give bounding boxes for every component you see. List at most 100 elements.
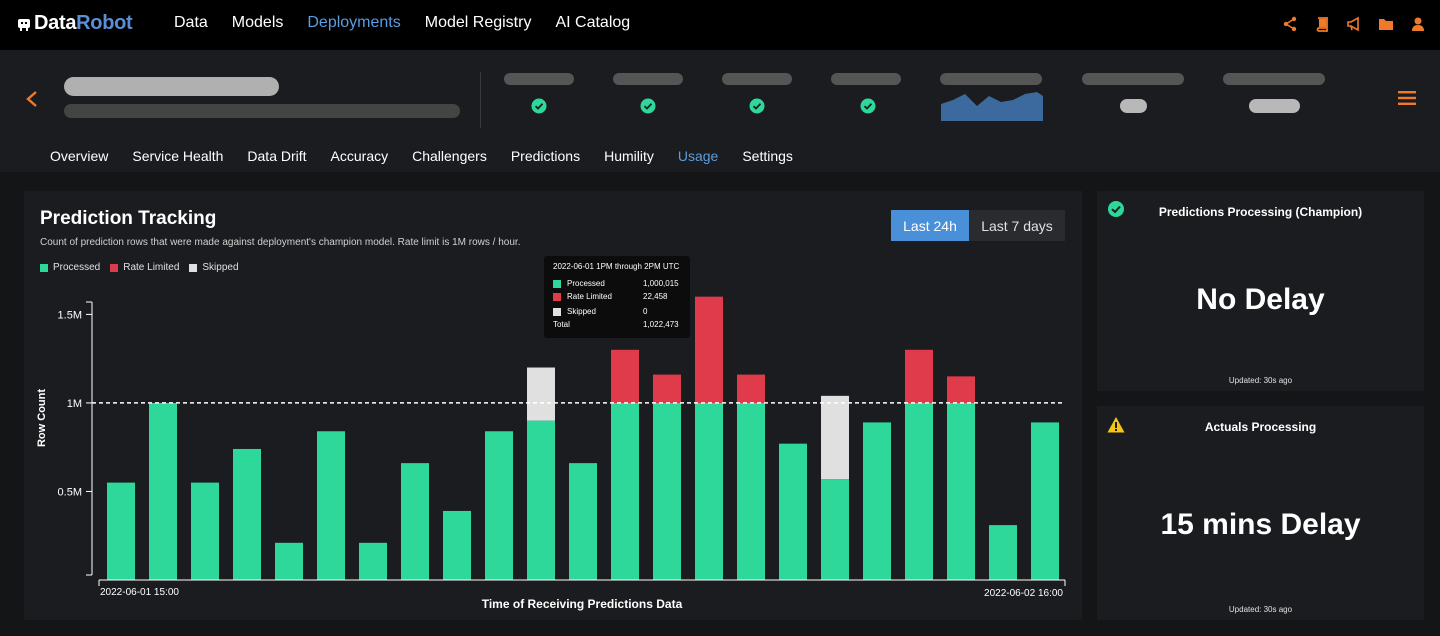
bar-rate-limited: [695, 296, 723, 403]
stat-label-placeholder: [1082, 73, 1184, 85]
logo[interactable]: Data Robot: [16, 12, 133, 35]
deployment-desc-placeholder: [64, 104, 460, 118]
tooltip-swatch: [553, 292, 561, 301]
bar-rate-limited: [611, 349, 639, 403]
warning-icon: [1107, 417, 1125, 433]
bar-processed: [107, 482, 135, 580]
legend-label: Processed: [53, 262, 101, 273]
bar-processed: [233, 448, 261, 580]
tab-data-drift[interactable]: Data Drift: [247, 148, 307, 164]
brand-robot: Robot: [76, 12, 133, 34]
bar-processed: [485, 431, 513, 580]
top-nav: Data Robot Data Models Deployments Model …: [0, 0, 1440, 50]
tab-usage[interactable]: Usage: [677, 148, 719, 164]
tab-accuracy[interactable]: Accuracy: [330, 148, 389, 164]
share-icon[interactable]: [1282, 16, 1298, 32]
card-value: No Delay: [1196, 283, 1325, 316]
tooltip-label: Rate Limited: [567, 292, 612, 301]
tooltip-title: 2022-06-01 1PM through 2PM UTC: [553, 262, 680, 271]
panel-subtitle: Count of prediction rows that were made …: [40, 237, 521, 248]
tooltip-value: 1,000,015: [643, 279, 679, 288]
x-axis-title: Time of Receiving Predictions Data: [482, 597, 683, 611]
tab-humility[interactable]: Humility: [604, 148, 654, 164]
bar-processed: [947, 402, 975, 580]
bar-rate-limited: [737, 374, 765, 403]
book-icon[interactable]: [1314, 16, 1330, 32]
bar-rate-limited: [653, 374, 681, 403]
tooltip-row: Processed 1,000,015: [553, 279, 681, 288]
stat-value-placeholder: [1120, 99, 1147, 113]
tooltip-total-value: 1,022,473: [643, 320, 679, 329]
header-divider: [480, 72, 481, 128]
nav-item-models[interactable]: Models: [231, 14, 284, 31]
y-tick-label: 1M: [67, 398, 82, 410]
bar-rate-limited: [947, 376, 975, 403]
check-circle-icon: [749, 98, 765, 114]
range-last-24h-button[interactable]: Last 24h: [891, 210, 969, 241]
folder-icon[interactable]: [1378, 16, 1394, 32]
chart-tooltip: 2022-06-01 1PM through 2PM UTC Processed…: [544, 256, 690, 338]
nav-item-model-registry[interactable]: Model Registry: [424, 14, 532, 31]
legend-swatch: [40, 263, 48, 272]
robot-logo-icon: [18, 18, 30, 31]
prediction-tracking-chart: 0.5M 1M 1.5M 2022-06-01 15:00 2022-06-02 16:…: [36, 296, 1066, 611]
megaphone-icon[interactable]: [1346, 16, 1362, 32]
bar-skipped: [821, 395, 849, 480]
chevron-left-icon[interactable]: [24, 90, 40, 108]
range-last-7-days-button[interactable]: Last 7 days: [969, 210, 1065, 241]
card-updated: Updated: 30s ago: [1228, 376, 1293, 385]
bar-processed: [191, 482, 219, 580]
actuals-processing-card: Actuals Processing 15 mins Delay Updated…: [1097, 406, 1424, 620]
tooltip-row: Skipped 0: [553, 307, 681, 316]
stat-label-placeholder: [613, 73, 683, 85]
legend-item-skipped[interactable]: Skipped: [189, 262, 239, 273]
bar-processed: [863, 422, 891, 580]
tab-predictions[interactable]: Predictions: [510, 148, 581, 164]
main-nav: Data Models Deployments Model Registry A…: [174, 14, 654, 32]
deployment-name-placeholder: [64, 77, 279, 96]
nav-item-ai-catalog[interactable]: AI Catalog: [555, 14, 631, 31]
bar-processed: [653, 402, 681, 580]
stat-label-placeholder: [504, 73, 574, 85]
tooltip-value: 22,458: [643, 292, 668, 301]
tab-overview[interactable]: Overview: [50, 148, 109, 164]
tab-service-health[interactable]: Service Health: [132, 148, 224, 164]
y-tick-label: 0.5M: [58, 486, 82, 498]
tab-challengers[interactable]: Challengers: [412, 148, 487, 164]
bar-processed: [737, 402, 765, 580]
bar-processed: [401, 463, 429, 580]
y-axis-title: Row Count: [36, 389, 48, 447]
x-end-label: 2022-06-02 16:00: [984, 588, 1063, 599]
tooltip-label: Processed: [567, 279, 605, 288]
x-start-label: 2022-06-01 15:00: [100, 587, 179, 598]
bar-processed: [1031, 422, 1059, 580]
tab-settings[interactable]: Settings: [742, 148, 793, 164]
predictions-processing-card: Predictions Processing (Champion) No Del…: [1097, 191, 1424, 391]
nav-item-deployments[interactable]: Deployments: [307, 14, 401, 31]
bar-processed: [779, 443, 807, 580]
bar-processed: [569, 463, 597, 580]
bar-processed: [611, 402, 639, 580]
card-title: Actuals Processing: [1204, 420, 1317, 434]
top-icons: [1282, 16, 1426, 32]
check-circle-icon: [1108, 201, 1124, 217]
legend-item-processed[interactable]: Processed: [40, 262, 100, 273]
user-icon[interactable]: [1410, 16, 1426, 32]
tooltip-total-row: Total 1,022,473: [553, 320, 681, 329]
bar-processed: [989, 525, 1017, 580]
deployment-header: [0, 50, 1440, 150]
bar-rate-limited: [905, 349, 933, 403]
legend-swatch: [110, 263, 119, 272]
stat-label-placeholder: [1223, 73, 1325, 85]
bar-processed: [527, 420, 555, 580]
legend-item-rate-limited[interactable]: Rate Limited: [110, 262, 179, 273]
tooltip-value: 0: [643, 307, 648, 316]
tooltip-row: Rate Limited 22,458: [553, 292, 681, 301]
nav-item-data[interactable]: Data: [174, 14, 208, 31]
bar-skipped: [527, 367, 555, 421]
check-circle-icon: [640, 98, 656, 114]
tooltip-swatch: [553, 307, 561, 316]
hamburger-menu-icon[interactable]: [1398, 90, 1416, 106]
brand-data: Data: [34, 12, 77, 34]
bar-processed: [695, 402, 723, 580]
